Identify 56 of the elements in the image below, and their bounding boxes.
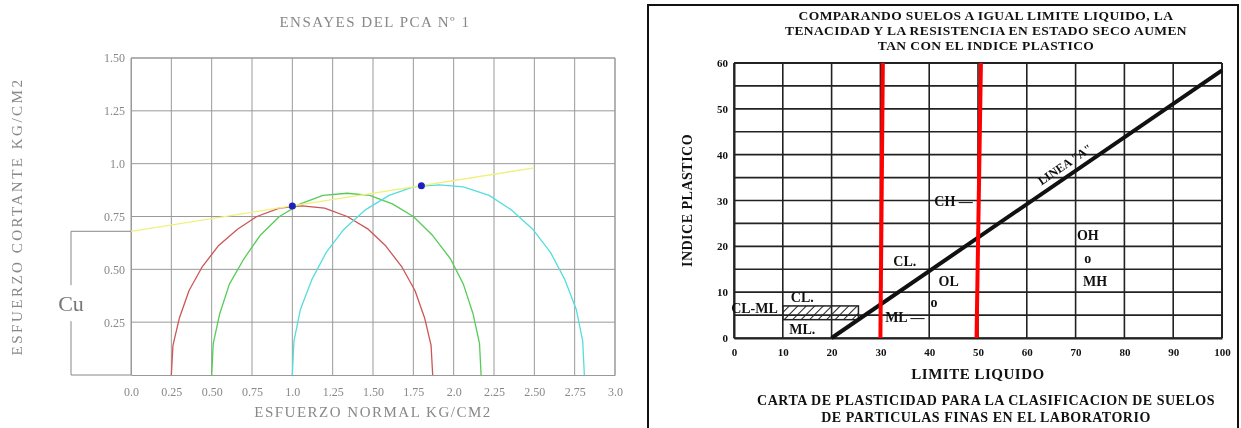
x-tick-label: 1.50: [363, 384, 384, 399]
x-tick-label: 1.75: [403, 384, 425, 399]
x-tick-label: 80: [1119, 345, 1131, 358]
y-tick-label: 0.25: [104, 315, 125, 330]
x-tick-label: 0.75: [242, 384, 263, 399]
y-tick-label: 1.0: [110, 157, 125, 172]
x-tick-label: 10: [777, 345, 790, 358]
x-tick-label: 2.50: [524, 384, 546, 399]
y-tick-label: 0: [722, 332, 729, 345]
y-tick-label: 20: [717, 240, 729, 253]
y-tick-label: 0.50: [104, 262, 125, 277]
x-axis-title: LIMITE LIQUIDO: [911, 366, 1045, 382]
x-tick-label: 1.25: [322, 384, 344, 399]
line-series: [291, 184, 585, 376]
x-tick-label: 0.25: [161, 384, 183, 399]
x-tick-label: 20: [826, 345, 839, 358]
y-tick-label: 10: [717, 286, 729, 299]
x-tick-label: 2.75: [564, 384, 586, 399]
annotation: OH: [1076, 228, 1099, 244]
text: CARTA DE PLASTICIDAD PARA LA CLASIFICACION DE SUELOS DE PARTICULAS FINAS EN EL LABORATORIO: [757, 393, 1215, 425]
x-tick-label: 2.0: [446, 384, 462, 399]
y-tick-label: 0.75: [104, 209, 125, 224]
y-tick-label: 1.50: [104, 51, 125, 66]
x-tick-label: 40: [924, 345, 936, 358]
annotation: CL.: [790, 289, 814, 305]
y-axis-title: ESFUERZO CORTANTE KG/CM2: [9, 77, 25, 356]
x-tick-label: 70: [1070, 345, 1083, 358]
x-tick-label: 0: [731, 345, 738, 358]
x-tick-label: 90: [1168, 345, 1180, 358]
line-series: [170, 205, 434, 376]
y-tick-label: 1.25: [104, 104, 125, 119]
x-tick-label: 50: [973, 345, 985, 358]
y-tick-label: 40: [717, 148, 729, 161]
x-tick-label: 100: [1214, 345, 1232, 358]
text: Cu: [58, 291, 84, 317]
y-tick-label: 50: [717, 102, 729, 115]
x-tick-label: 30: [875, 345, 887, 358]
x-axis-title: ESFUERZO NORMAL KG/CM2: [254, 404, 492, 420]
x-tick-label: 2.25: [484, 384, 505, 399]
annotation: o: [930, 294, 938, 310]
x-tick-label: 60: [1021, 345, 1034, 358]
chart-title: COMPARANDO SUELOS A IGUAL LIMITE LIQUIDO, LA TENACIDAD Y LA RESISTENCIA EN ESTADO SECO AUMEN TAN CON EL INDICE PLASTICO: [784, 8, 1188, 53]
chart-title: ENSAYES DEL PCA Nº 1: [279, 14, 471, 30]
x-tick-label: 3.0: [608, 384, 623, 399]
y-tick-label: 60: [717, 57, 729, 70]
x-tick-label: 0.50: [201, 384, 223, 399]
x-tick-label: 0.0: [124, 384, 139, 399]
annotation: OL: [938, 274, 959, 290]
annotation: CL.: [893, 253, 917, 269]
x-tick-label: 1.0: [285, 384, 301, 399]
annotation: o: [1084, 251, 1092, 267]
y-axis-title: INDICE PLASTICO: [680, 133, 695, 268]
line-series: [211, 192, 482, 376]
annotation: ML.: [789, 322, 816, 338]
y-tick-label: 30: [717, 194, 729, 207]
annotation: MH: [1083, 274, 1108, 290]
